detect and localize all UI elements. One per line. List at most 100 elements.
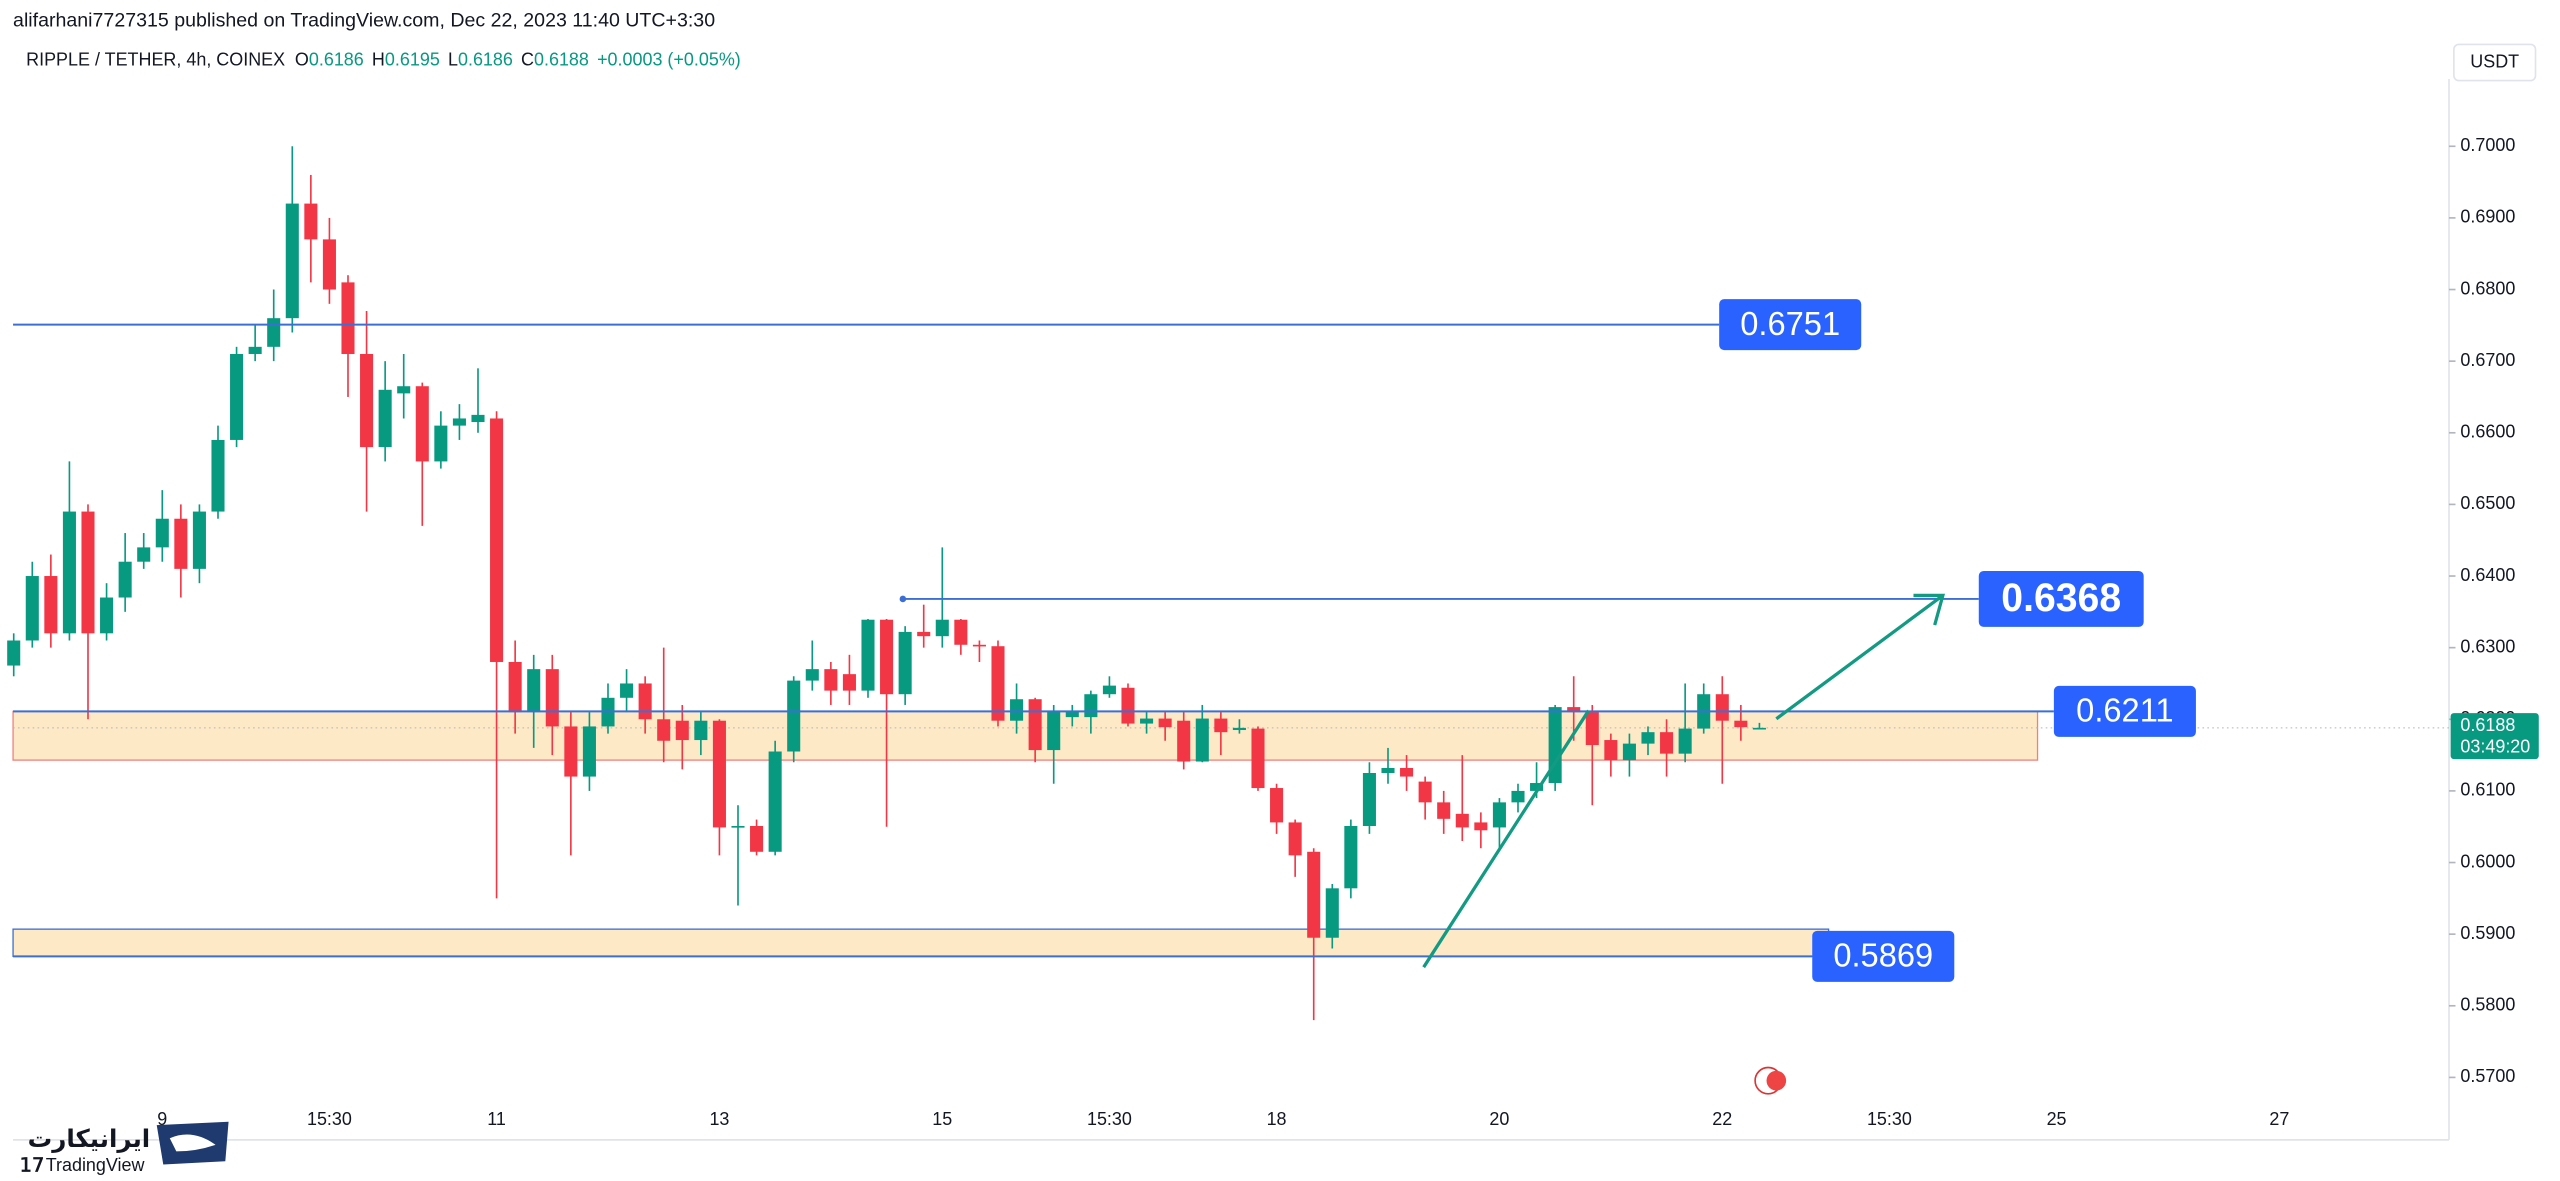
candle-body: [1232, 727, 1246, 731]
x-tick-label: 20: [1489, 1109, 1509, 1129]
candle-body: [972, 644, 986, 647]
trend-line: [1422, 709, 1590, 969]
candle-body: [230, 353, 244, 440]
y-tick-label: 0.6800: [2460, 278, 2515, 298]
candle-body: [1752, 727, 1766, 730]
candle-body: [304, 203, 318, 240]
candle-body: [1251, 728, 1265, 789]
candle-body: [1660, 732, 1674, 754]
candle-body: [397, 386, 411, 394]
y-tick-label: 0.6400: [2460, 565, 2515, 585]
candle-body: [1177, 720, 1191, 762]
candle-body: [842, 674, 856, 691]
level-box: [1812, 930, 1955, 982]
currency-box[interactable]: [2453, 43, 2537, 82]
candle-body: [62, 511, 76, 634]
candle-body: [490, 418, 504, 662]
published: alifarhani7727315 published on TradingVi…: [13, 10, 715, 32]
candle-body: [582, 726, 596, 777]
candle-body: [137, 547, 151, 562]
platform: TradingView: [46, 1155, 146, 1175]
x-tick-label: 15:30: [1087, 1109, 1132, 1129]
candle-body: [1121, 687, 1135, 724]
x-tick-label: 25: [2047, 1109, 2067, 1129]
zone: [12, 710, 2039, 761]
logo-mark: [169, 1134, 216, 1152]
ohlc-key: C: [521, 50, 534, 70]
x-tick-label: 11: [487, 1109, 506, 1129]
arrow-head: [1913, 593, 1946, 626]
price-tag: [2450, 713, 2539, 760]
y-tick-label: 0.5900: [2460, 923, 2515, 943]
y-tick-label: 0.6900: [2460, 207, 2515, 227]
candle-body: [527, 669, 541, 713]
candle-body: [248, 346, 262, 354]
event-icon[interactable]: [1766, 1070, 1787, 1091]
candle-body: [25, 576, 39, 641]
candle-body: [1567, 707, 1581, 713]
x-tick-label: 22: [1712, 1109, 1732, 1129]
level-box: [1719, 299, 1862, 351]
candle-body: [991, 646, 1005, 721]
candle-body: [1362, 772, 1376, 826]
candle-body: [100, 597, 114, 634]
candle-body: [7, 640, 21, 666]
candle-body: [267, 318, 281, 347]
candle-body: [1604, 740, 1618, 761]
symbol: RIPPLE / TETHER, 4h, COINEX: [26, 50, 285, 70]
candle-body: [118, 561, 132, 598]
ohlc-key: L: [448, 50, 458, 70]
candle-body: [1047, 710, 1061, 751]
change: +0.0003 (+0.05%): [597, 50, 741, 70]
y-tick-label: 0.5800: [2460, 995, 2515, 1015]
ohlc-value: 0.6186: [309, 50, 364, 70]
candle-body: [861, 619, 875, 691]
candle-body: [694, 720, 708, 741]
x-tick-label: 15:30: [307, 1109, 352, 1129]
y-tick-label: 0.6000: [2460, 851, 2515, 871]
level-label: 0.6751: [1740, 305, 1840, 342]
candle-body: [285, 203, 299, 319]
tv-icon: 𝟣𝟩: [20, 1154, 45, 1176]
y-tick-label: 0.6100: [2460, 780, 2515, 800]
ohlc-value: 0.6186: [458, 50, 513, 70]
candle-body: [917, 631, 931, 637]
candle-body: [1195, 718, 1209, 762]
x-tick-label: 13: [709, 1109, 729, 1129]
candle-body: [1585, 712, 1599, 746]
brand: ایرانیکارت: [28, 1124, 151, 1153]
ohlc-key: H: [372, 50, 385, 70]
candle-body: [1288, 822, 1302, 856]
candle-body: [545, 669, 559, 727]
candle-body: [1140, 718, 1154, 724]
candle-body: [1678, 728, 1692, 754]
candle-body: [1530, 783, 1544, 791]
candle-body: [1065, 710, 1079, 718]
candle-body: [935, 619, 949, 637]
candle-body: [341, 282, 355, 354]
x-tick-label: 9: [157, 1109, 167, 1129]
candle-body: [1270, 788, 1284, 823]
logo: ایرانیکارت TradingView 𝟣𝟩: [20, 1121, 229, 1176]
currency: USDT: [2470, 51, 2519, 71]
candle-body: [360, 353, 374, 448]
candle-body: [638, 683, 652, 720]
candle-body: [787, 680, 801, 752]
candle-body: [1307, 851, 1321, 938]
candle-body: [1381, 767, 1395, 773]
y-tick-label: 0.5700: [2460, 1066, 2515, 1086]
candle-body: [1344, 826, 1358, 889]
candle-body: [880, 619, 894, 695]
candle-body: [731, 826, 745, 828]
arrow-line: [1775, 594, 1944, 721]
candle-body: [750, 826, 764, 852]
candle-body: [805, 669, 819, 681]
candle-body: [1641, 732, 1655, 744]
level-box: [1978, 570, 2144, 627]
candle-body: [564, 726, 578, 777]
y-tick-label: 0.6600: [2460, 422, 2515, 442]
candle-body: [471, 414, 485, 423]
candle-body: [898, 631, 912, 695]
candle-body: [1455, 813, 1469, 828]
